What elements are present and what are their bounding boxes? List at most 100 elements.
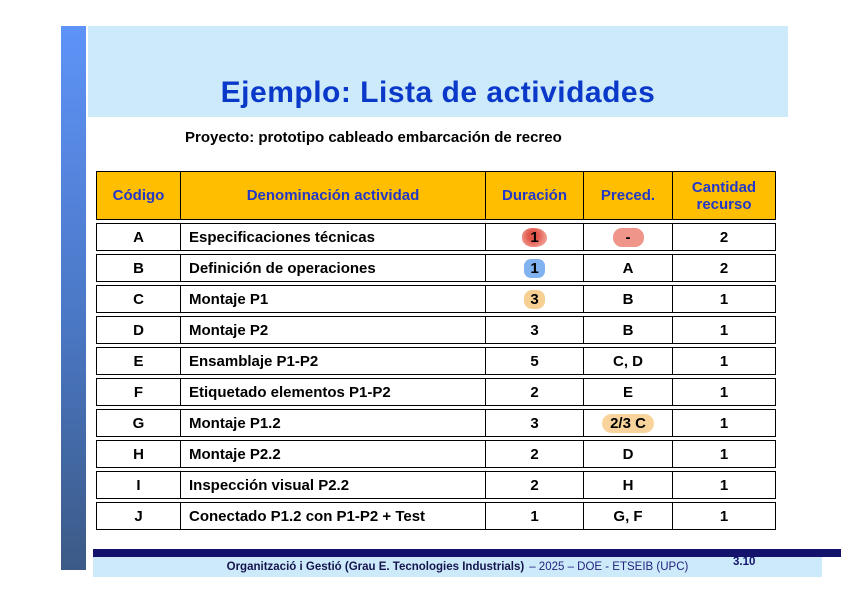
cell-value: 1 xyxy=(719,383,729,401)
cell-duracion: 3 xyxy=(485,409,583,437)
cell-duracion: 3 xyxy=(485,285,583,313)
cell-preced: C, D xyxy=(583,347,672,375)
cell-value: B xyxy=(622,321,634,339)
cell-denominacion: Montaje P1 xyxy=(180,285,485,313)
cell-preced: A xyxy=(583,254,672,282)
cell-value: J xyxy=(134,507,143,525)
cell-value: D xyxy=(622,445,634,463)
cell-preced: 2/3 C xyxy=(583,409,672,437)
cell-value: Especificaciones técnicas xyxy=(189,228,375,246)
cell-codigo: E xyxy=(96,347,180,375)
cell-denominacion: Inspección visual P2.2 xyxy=(180,471,485,499)
page-title: Ejemplo: Lista de actividades xyxy=(220,76,656,109)
cell-denominacion: Especificaciones técnicas xyxy=(180,223,485,251)
cell-value: Montaje P2 xyxy=(189,321,269,339)
cell-value: Definición de operaciones xyxy=(189,259,376,277)
cell-value: E xyxy=(622,383,633,401)
cell-value: 1 xyxy=(530,507,539,525)
cell-preced: B xyxy=(583,316,672,344)
cell-value: Montaje P2.2 xyxy=(189,445,281,463)
table-row: D Montaje P2 3 B 1 xyxy=(96,316,776,344)
cell-value: 2 xyxy=(530,445,539,463)
cell-value: A xyxy=(133,228,144,246)
cell-codigo: C xyxy=(96,285,180,313)
table-row: B Definición de operaciones 1 A 2 xyxy=(96,254,776,282)
table-row: J Conectado P1.2 con P1-P2 + Test 1 G, F 1 xyxy=(96,502,776,530)
cell-cantidad: 1 xyxy=(672,471,776,499)
cell-cantidad: 1 xyxy=(672,502,776,530)
slide-number: 3.10 xyxy=(733,556,756,568)
cell-value: 1 xyxy=(719,507,729,525)
cell-duracion: 2 xyxy=(485,471,583,499)
cell-value: 2 xyxy=(719,259,729,277)
cell-value: 1 xyxy=(719,321,729,339)
left-accent-bar xyxy=(61,26,86,570)
cell-cantidad: 1 xyxy=(672,440,776,468)
cell-value: B xyxy=(622,290,634,308)
activity-table: Código Denominación actividad Duración Prec… xyxy=(96,168,776,533)
table-row: I Inspección visual P2.2 2 H 1 xyxy=(96,471,776,499)
column-header: Preced. xyxy=(583,171,672,220)
highlight-mark: - xyxy=(612,227,644,247)
cell-codigo: H xyxy=(96,440,180,468)
cell-value: 1 xyxy=(719,445,729,463)
table-row: C Montaje P1 3 B 1 xyxy=(96,285,776,313)
footer-divider-bar xyxy=(93,549,841,557)
cell-codigo: D xyxy=(96,316,180,344)
footer-course-name: Organització i Gestió (Grau E. Tecnologi… xyxy=(226,561,525,573)
table-row: G Montaje P1.2 3 2/3 C 1 xyxy=(96,409,776,437)
highlight-mark: 3 xyxy=(524,289,545,309)
cell-value: 1 xyxy=(719,290,729,308)
cell-value: 1 xyxy=(719,352,729,370)
cell-value: Ensamblaje P1-P2 xyxy=(189,352,319,370)
cell-value: 3 xyxy=(530,414,539,432)
cell-codigo: F xyxy=(96,378,180,406)
cell-value: A xyxy=(622,259,634,277)
cell-cantidad: 2 xyxy=(672,223,776,251)
cell-denominacion: Montaje P2 xyxy=(180,316,485,344)
cell-denominacion: Definición de operaciones xyxy=(180,254,485,282)
cell-codigo: B xyxy=(96,254,180,282)
cell-value: H xyxy=(622,476,634,494)
project-subtitle: Proyecto: prototipo cableado embarcación… xyxy=(185,129,562,146)
cell-cantidad: 1 xyxy=(672,347,776,375)
cell-cantidad: 1 xyxy=(672,378,776,406)
table-row: F Etiquetado elementos P1-P2 2 E 1 xyxy=(96,378,776,406)
cell-value: 3 xyxy=(530,321,539,339)
footer: Organització i Gestió (Grau E. Tecnologi… xyxy=(93,557,822,577)
footer-course-suffix: – 2025 – DOE - ETSEIB (UPC) xyxy=(529,561,689,573)
column-header: Cantidad recurso xyxy=(672,171,776,220)
cell-duracion: 1 xyxy=(485,502,583,530)
column-header: Código xyxy=(96,171,180,220)
table-header-row: Código Denominación actividad Duración Prec… xyxy=(96,171,776,220)
title-band: Ejemplo: Lista de actividades xyxy=(88,26,788,117)
cell-duracion: 2 xyxy=(485,440,583,468)
table-row: A Especificaciones técnicas 1 - 2 xyxy=(96,223,776,251)
cell-denominacion: Montaje P1.2 xyxy=(180,409,485,437)
cell-cantidad: 1 xyxy=(672,316,776,344)
column-header: Duración xyxy=(485,171,583,220)
cell-value: E xyxy=(133,352,144,370)
cell-value: Montaje P1 xyxy=(189,290,269,308)
highlight-mark: 1 xyxy=(522,227,547,247)
cell-value: C, D xyxy=(613,352,643,370)
cell-value: F xyxy=(133,383,144,401)
cell-codigo: I xyxy=(96,471,180,499)
cell-value: Etiquetado elementos P1-P2 xyxy=(189,383,391,401)
table-row: E Ensamblaje P1-P2 5 C, D 1 xyxy=(96,347,776,375)
cell-value: 2 xyxy=(719,228,729,246)
cell-denominacion: Etiquetado elementos P1-P2 xyxy=(180,378,485,406)
cell-denominacion: Conectado P1.2 con P1-P2 + Test xyxy=(180,502,485,530)
cell-codigo: J xyxy=(96,502,180,530)
cell-duracion: 1 xyxy=(485,223,583,251)
column-header: Denominación actividad xyxy=(180,171,485,220)
table-body: A Especificaciones técnicas 1 - 2 B Definición… xyxy=(96,223,776,530)
cell-duracion: 2 xyxy=(485,378,583,406)
cell-duracion: 1 xyxy=(485,254,583,282)
cell-value: G, F xyxy=(613,507,643,525)
cell-denominacion: Ensamblaje P1-P2 xyxy=(180,347,485,375)
cell-preced: B xyxy=(583,285,672,313)
cell-value: D xyxy=(133,321,144,339)
cell-codigo: G xyxy=(96,409,180,437)
